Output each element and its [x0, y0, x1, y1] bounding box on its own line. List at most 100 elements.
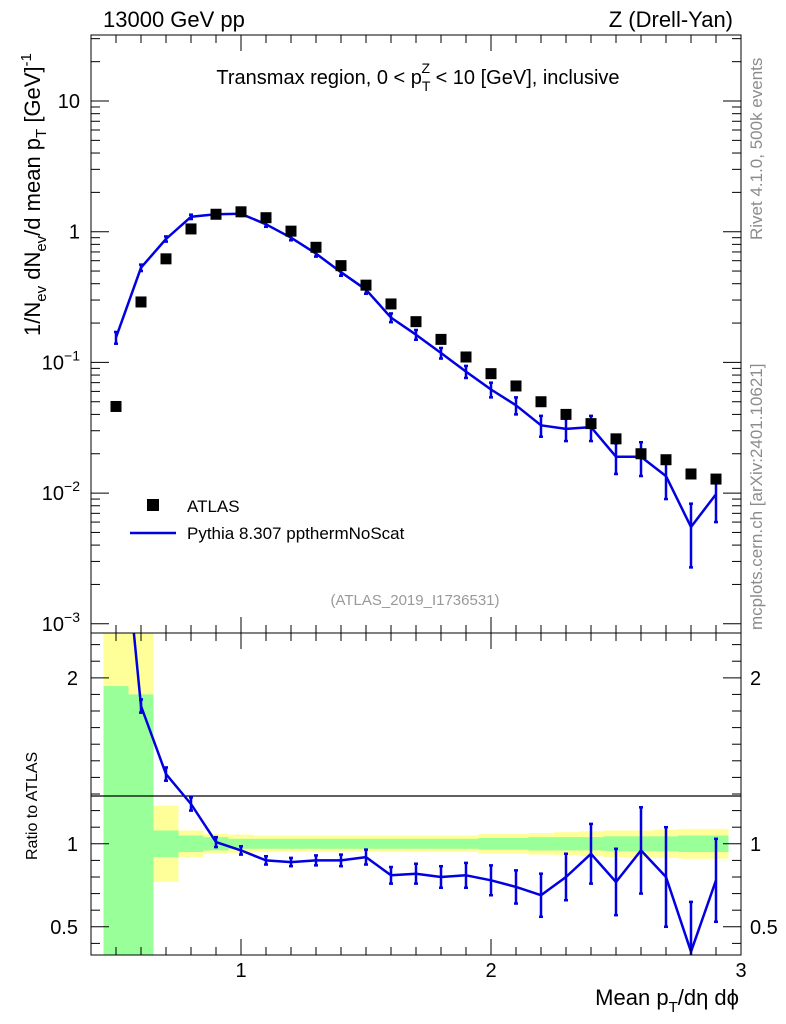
ratio-y-tick-label-right: 1 — [750, 834, 761, 856]
atlas-point — [635, 448, 647, 460]
title-part-2: < 10 [GeV], inclusive — [430, 67, 620, 89]
legend-atlas-marker — [147, 499, 159, 511]
ylabel-part-6: T — [33, 129, 50, 138]
atlas-point — [135, 296, 147, 308]
ratio-y-tick-label: 0.5 — [50, 917, 78, 939]
tick-exponent: −1 — [64, 347, 80, 363]
atlas-point — [510, 380, 522, 392]
ylabel-part-3: dN — [20, 252, 45, 286]
title-part-sup: Z — [421, 60, 430, 76]
main-y-tick-label: 10 — [58, 91, 80, 113]
ratio-band-inner — [178, 835, 204, 853]
ratio-frame — [90, 632, 742, 956]
tick-base: 10 — [58, 91, 80, 113]
ylabel-part-4: ev — [33, 235, 50, 251]
ratio-y-tick-label: 1 — [67, 834, 78, 856]
energy-label: 13000 GeV pp — [103, 7, 245, 32]
xlabel-part-1: Mean p — [595, 985, 668, 1010]
atlas-point — [260, 212, 272, 224]
ratio-bands — [103, 633, 729, 955]
ratio-y-tick-label: 2 — [67, 668, 78, 690]
ratio-band-inner — [453, 838, 479, 849]
ratio-y-tick-labels: 0.5 0.5 1 1 2 2 — [50, 668, 778, 939]
x-tick-label: 2 — [485, 960, 496, 982]
tick-base: 1 — [69, 222, 80, 244]
atlas-point — [360, 279, 372, 291]
main-y-tick-label: 1 — [69, 222, 80, 244]
ratio-marks-clipped — [132, 633, 718, 955]
ylabel-part-8: -1 — [18, 53, 35, 66]
mc-line — [114, 212, 717, 529]
legend-atlas-label: ATLAS — [187, 497, 240, 516]
ratio-y-tick-label-right: 2 — [750, 668, 761, 690]
atlas-point — [210, 208, 222, 220]
source-label: mcplots.cern.ch [arXiv:2401.10621] — [747, 364, 766, 630]
atlas-point — [710, 473, 722, 485]
atlas-point — [385, 298, 397, 310]
ratio-y-axis-label: Ratio to ATLAS — [24, 752, 41, 860]
legend-mc-label: Pythia 8.307 ppthermNoScat — [187, 524, 405, 543]
atlas-point — [660, 454, 672, 466]
main-y-tick-label: 10−1 — [42, 347, 80, 374]
tick-base: 10 — [42, 483, 64, 505]
rivet-label: Rivet 4.1.0, 500k events — [747, 58, 766, 240]
tick-exponent: −2 — [64, 478, 80, 494]
title-part-1: Transmax region, 0 < p — [216, 67, 421, 89]
atlas-point — [335, 260, 347, 272]
ratio-band-inner — [528, 837, 554, 851]
tick-base: 10 — [42, 352, 64, 374]
ratio-band-inner — [678, 835, 704, 853]
ratio-band-inner — [428, 838, 454, 849]
main-y-tick-label: 10−2 — [42, 478, 80, 505]
ylabel-part-1: 1/N — [20, 302, 45, 336]
main-y-axis-label: 1/Nev dNev/d mean pT [GeV]-1 — [18, 53, 50, 336]
atlas-point — [460, 351, 472, 363]
reference-label: (ATLAS_2019_I1736531) — [330, 592, 499, 609]
ratio-band-inner — [128, 694, 154, 955]
ratio-panel: 0.5 0.5 1 1 2 2 1 2 3 Ratio to ATLAS Mean pT/dη… — [24, 632, 778, 1016]
xlabel-part-3: /dη dϕ — [678, 985, 739, 1010]
main-marks — [110, 206, 722, 569]
atlas-point — [535, 396, 547, 408]
ratio-band-inner — [328, 838, 354, 849]
tick-exponent: −3 — [64, 609, 80, 625]
atlas-point — [560, 408, 572, 420]
ratio-band-inner — [478, 837, 504, 850]
ratio-ticks — [90, 633, 742, 955]
ylabel-part-5: /d mean p — [20, 138, 45, 236]
ratio-band-inner — [353, 838, 379, 849]
ratio-marks — [132, 633, 718, 955]
ratio-band-inner — [153, 830, 179, 858]
atlas-point — [685, 468, 697, 480]
ylabel-part-7: [GeV] — [20, 66, 45, 128]
title-part-sub: T — [422, 78, 431, 94]
tick-base: 10 — [42, 614, 64, 636]
x-tick-label: 3 — [735, 960, 746, 982]
main-ticks — [90, 35, 742, 633]
atlas-point — [160, 253, 172, 265]
ratio-band-inner — [503, 837, 529, 850]
atlas-point — [185, 223, 197, 235]
ratio-band-inner — [103, 686, 129, 955]
atlas-point — [485, 368, 497, 380]
main-title: Transmax region, 0 < pTZ < 10 [GeV], inc… — [216, 60, 619, 94]
ratio-band-inner — [553, 837, 579, 851]
atlas-point — [310, 241, 322, 253]
ratio-band-inner — [228, 838, 254, 849]
legend: ATLAS Pythia 8.307 ppthermNoScat — [130, 497, 405, 543]
ratio-band-inner — [303, 838, 329, 849]
atlas-point — [435, 333, 447, 345]
atlas-point — [110, 400, 122, 412]
ylabel-part-2: ev — [33, 285, 50, 301]
ratio-band-inner — [378, 838, 404, 849]
xlabel-part-2: T — [669, 999, 678, 1016]
atlas-point — [410, 316, 422, 328]
ratio-band-inner — [253, 838, 279, 849]
ratio-x-tick-labels: 1 2 3 — [235, 960, 746, 982]
atlas-point — [235, 206, 247, 218]
atlas-point — [610, 433, 622, 445]
ratio-band-inner — [278, 838, 304, 849]
ratio-y-tick-label-right: 0.5 — [750, 917, 778, 939]
